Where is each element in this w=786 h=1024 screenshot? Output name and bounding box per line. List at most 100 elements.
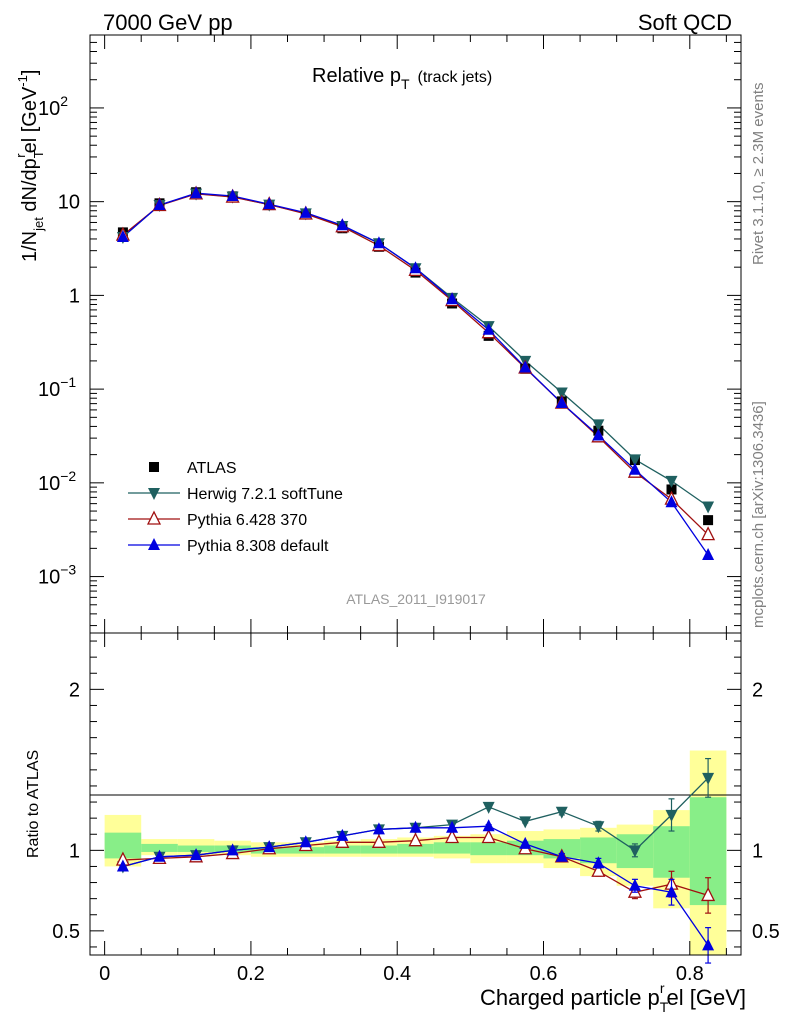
ratio-data-point: [555, 849, 568, 862]
main-data-point: [446, 292, 459, 305]
ratio-data-point: [299, 835, 312, 848]
ylabel-e: T: [31, 150, 46, 158]
ratio-data-point: [226, 843, 239, 856]
main-ytick-label: 1: [69, 285, 80, 307]
main-data-point: [336, 218, 349, 231]
main-data-point: [519, 360, 532, 373]
main-series-line: [122, 193, 709, 536]
ratio-data-point: [702, 938, 715, 951]
main-data-point: [703, 515, 714, 526]
ratio-data-point: [190, 848, 203, 861]
main-title-sub: T: [401, 76, 410, 92]
legend-label: ATLAS: [187, 460, 237, 477]
ylabel-f: el [GeV: [19, 86, 41, 153]
ratio-data-point: [446, 820, 459, 833]
ratio-ylabel: Ratio to ATLAS: [25, 750, 42, 858]
legend-label: Herwig 7.2.1 softTune: [187, 486, 343, 503]
ratio-data-point: [336, 828, 349, 841]
main-data-point: [628, 454, 641, 467]
ratio-data-point: [372, 822, 385, 835]
xlabel-c: r: [660, 980, 665, 996]
ylabel-g: -1: [15, 75, 30, 87]
ratio-data-point: [665, 809, 678, 822]
ratio-xtick-label: 0: [99, 963, 110, 985]
main-ytick-label: 10−2: [38, 468, 76, 495]
ratio-ytick-label: 2: [69, 679, 80, 701]
main-data-point: [666, 484, 677, 495]
ratio-data-point: [519, 816, 532, 829]
ratio-series: [115, 757, 716, 964]
main-data-point: [702, 547, 715, 560]
legend-label: Pythia 6.428 370: [187, 512, 307, 529]
ratio-data-point: [701, 886, 716, 902]
header-left-label: 7000 GeV pp: [103, 10, 233, 35]
main-data-point: [190, 186, 203, 199]
main-data-point: [702, 501, 715, 514]
main-ytick-label: 10−3: [38, 562, 76, 589]
main-data-point: [592, 419, 605, 432]
green-band-bin: [360, 845, 398, 854]
main-data-point: [299, 205, 312, 218]
green-band-bin: [470, 842, 507, 856]
green-band-bin: [397, 843, 434, 854]
ylabel-d: r: [13, 153, 28, 158]
main-data-point: [409, 261, 422, 274]
legend-marker: [148, 538, 160, 550]
ratio-data-point: [482, 819, 495, 832]
header-right-label: Soft QCD: [638, 10, 732, 35]
ylabel-h: ]: [19, 70, 41, 76]
green-band-bin: [653, 826, 690, 878]
main-title: Relative pT (track jets): [312, 65, 492, 92]
ratio-data-point: [409, 820, 422, 833]
ratio-xtick-label: 0.8: [676, 963, 704, 985]
ratio-data-point: [591, 862, 606, 877]
ratio-xtick-label: 0.2: [237, 963, 265, 985]
ylabel-b: jet: [31, 217, 46, 232]
main-ticks: 102 10 1 10−1 10−2 10−3: [38, 34, 741, 633]
main-data-point: [665, 475, 678, 488]
ratio-xtick-label: 0.6: [530, 963, 558, 985]
ratio-data-point: [482, 801, 495, 814]
ratio-data-point: [555, 806, 568, 819]
ratio-data-point: [371, 833, 386, 848]
ratio-panel: 0.5 0.5 1 1 2 2 0 0.2 0.4 0.6 0.8 Ratio to ATLAS C…: [25, 632, 780, 1015]
main-data-point: [665, 495, 678, 508]
ratio-data-point: [628, 878, 641, 891]
main-data-point: [555, 387, 568, 400]
ratio-data-point: [335, 833, 350, 848]
green-band-bin: [433, 842, 471, 854]
main-data-point: [226, 188, 239, 201]
xlabel-a: Charged particle p: [480, 985, 660, 1010]
main-data-point: [116, 229, 129, 242]
ratio-data-point: [153, 849, 166, 862]
ratio-data-point: [116, 859, 129, 872]
main-ytick-label: 10: [58, 192, 80, 214]
main-title-text: Relative p: [312, 65, 401, 87]
ylabel-c: dN/dp: [19, 158, 41, 217]
xlabel-d: el [GeV]: [667, 985, 746, 1010]
ratio-xtick-label: 0.4: [383, 963, 411, 985]
ratio-ytick-label-right: 2: [752, 679, 763, 701]
green-band-bin: [141, 843, 178, 852]
ratio-ytick-label-right: 1: [752, 840, 763, 862]
main-data-point: [701, 526, 716, 541]
main-ytick-label: 10−1: [38, 374, 76, 401]
main-series: [115, 185, 716, 560]
mcplots-reference-label: mcplots.cern.ch [arXiv:1306.3436]: [750, 401, 767, 628]
ratio-ytick-label: 0.5: [52, 921, 80, 943]
ratio-ticks: 0.5 0.5 1 1 2 2 0 0.2 0.4 0.6 0.8: [52, 633, 780, 985]
main-ylabel: 1/Njet dN/dpTrel [GeV-1]: [13, 70, 46, 262]
ratio-data-point: [702, 772, 715, 785]
ratio-data-point: [628, 845, 641, 858]
ratio-data-point: [408, 832, 423, 847]
ylabel-a: 1/N: [19, 231, 41, 262]
green-band-bin: [324, 845, 361, 854]
ratio-data-point: [445, 829, 460, 844]
main-data-point: [482, 322, 495, 335]
ratio-data-point: [592, 821, 605, 834]
ratio-ytick-label: 1: [69, 840, 80, 862]
ratio-ytick-label-right: 0.5: [752, 921, 780, 943]
xlabel-b: T: [660, 999, 669, 1015]
